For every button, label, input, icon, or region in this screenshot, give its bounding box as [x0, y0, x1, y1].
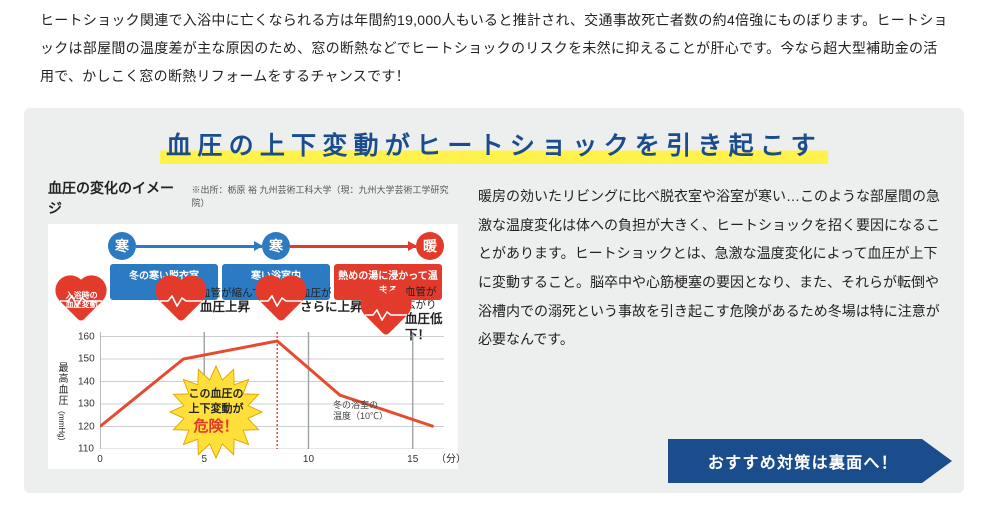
warm-pill-icon: 暖	[416, 232, 444, 260]
x-axis-unit: （分）	[436, 450, 466, 465]
heart-label: 血管が縮んで血圧上昇	[200, 287, 262, 316]
chart-column: 血圧の変化のイメージ ※出所：栃原 裕 九州芸術工科大学（現：九州大学芸術工学研…	[48, 178, 458, 469]
winter-note-line: 温度（10℃）	[333, 411, 388, 423]
heart-item: 入浴時の血圧変動	[66, 286, 96, 316]
bp-chart: 寒 寒 暖 冬の寒い脱衣室 寒い浴室内 熱めの湯に浸かって温まる 入浴時の血圧変…	[48, 224, 458, 469]
plot-svg	[100, 332, 444, 449]
heart-icon	[260, 280, 302, 322]
info-panel: 血圧の上下変動がヒートショックを引き起こす 血圧の変化のイメージ ※出所：栃原 …	[24, 108, 964, 493]
heart-item: 血管が縮んで血圧上昇	[166, 286, 262, 316]
cold-pill-icon: 寒	[262, 232, 290, 260]
heart-item: 血圧がさらに上昇！	[266, 286, 375, 316]
panel-title: 血圧の上下変動がヒートショックを引き起こす	[160, 126, 828, 164]
y-axis-label-text: 最高血圧	[56, 362, 67, 406]
x-tick: 15	[407, 454, 418, 465]
cta-arrow: おすすめ対策は裏面へ！	[668, 439, 952, 483]
y-tick: 110	[78, 444, 94, 455]
y-tick: 160	[78, 331, 95, 342]
arrow-cold-icon	[136, 245, 262, 248]
plot-area	[100, 332, 444, 449]
starburst-line: 上下変動が	[189, 402, 244, 417]
starburst-line: この血圧の	[189, 387, 244, 402]
heart-row: 入浴時の血圧変動血管が縮んで血圧上昇血圧がさらに上昇！血管が広がり血圧低下！	[66, 286, 444, 326]
heart-icon: 入浴時の血圧変動	[60, 280, 102, 322]
chart-header: 血圧の変化のイメージ ※出所：栃原 裕 九州芸術工科大学（現：九州大学芸術工学研…	[48, 178, 458, 218]
arrow-warm-icon	[290, 245, 416, 248]
winter-note-line: 冬の浴室の	[333, 400, 388, 412]
danger-starburst: この血圧の 上下変動が 危険！	[168, 364, 264, 460]
y-tick: 130	[78, 399, 95, 410]
heart-icon	[160, 280, 202, 322]
heart-icon	[365, 294, 407, 336]
starburst-danger: 危険！	[193, 417, 238, 437]
y-axis-label: 最高血圧（mmHg）	[54, 362, 69, 446]
winter-note: 冬の浴室の 温度（10℃）	[333, 400, 388, 423]
heart-badge: 入浴時の血圧変動	[59, 291, 105, 309]
y-tick: 140	[78, 376, 95, 387]
cold-pill-icon: 寒	[108, 232, 136, 260]
body-text: 暖房の効いたリビングに比べ脱衣室や浴室が寒い…このような部屋間の急激な温度変化は…	[478, 178, 940, 469]
panel-content: 血圧の変化のイメージ ※出所：栃原 裕 九州芸術工科大学（現：九州大学芸術工学研…	[48, 178, 940, 469]
chart-source: ※出所：栃原 裕 九州芸術工科大学（現：九州大学芸術工学研究院）	[191, 183, 458, 209]
y-axis-unit: （mmHg）	[57, 406, 66, 446]
x-tick: 0	[97, 454, 103, 465]
temp-pill-row: 寒 寒 暖	[108, 232, 444, 260]
chart-title: 血圧の変化のイメージ	[48, 178, 183, 218]
y-tick: 120	[78, 421, 95, 432]
intro-text: ヒートショック関連で入浴中に亡くなられる方は年間約19,000人もいると推計され…	[0, 0, 988, 108]
x-tick: 10	[303, 454, 314, 465]
y-tick: 150	[78, 354, 95, 365]
